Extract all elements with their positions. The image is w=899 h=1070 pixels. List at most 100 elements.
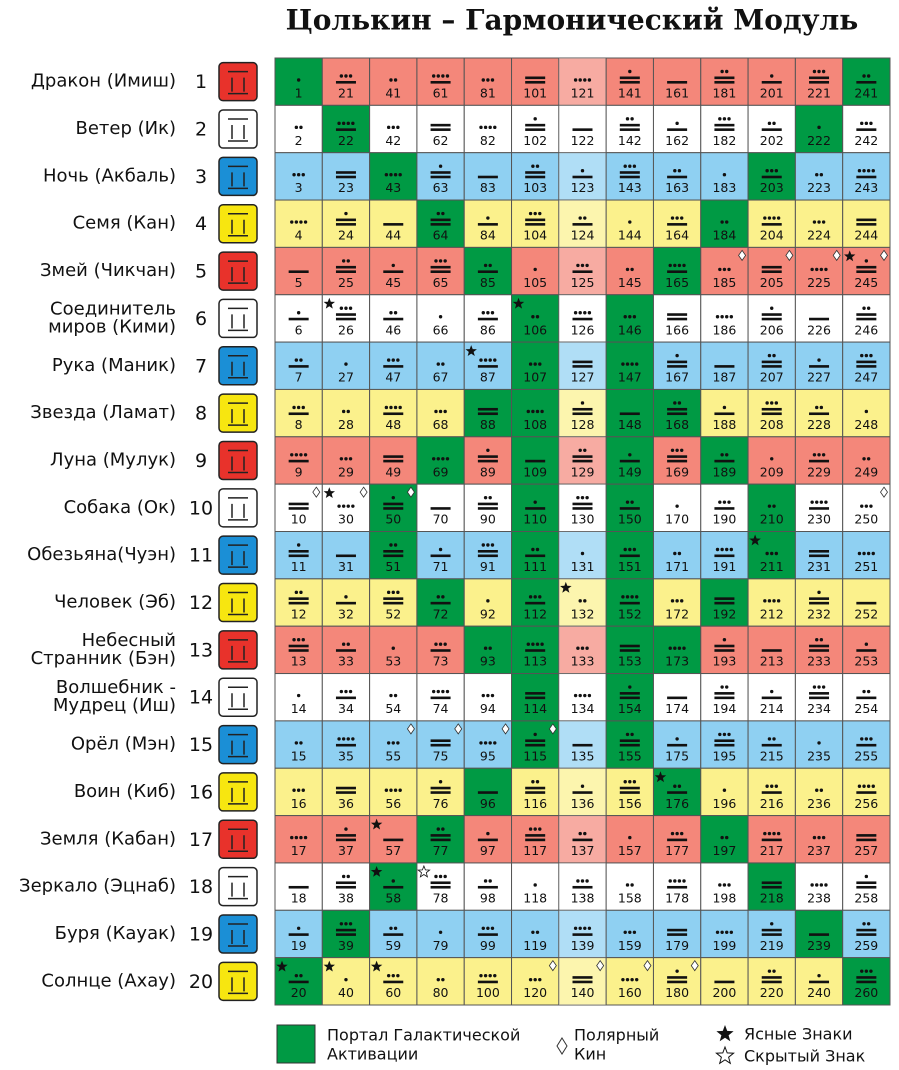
seal-name: Дракон (Имиш) bbox=[31, 71, 176, 92]
polar-kin bbox=[454, 723, 463, 735]
tone-dot bbox=[393, 543, 398, 547]
kin-number: 256 bbox=[854, 796, 878, 811]
tone-dot bbox=[680, 599, 684, 603]
kin-number: 184 bbox=[712, 228, 736, 243]
kin-number: 28 bbox=[338, 417, 354, 432]
tone-glyph bbox=[531, 315, 540, 319]
tone-bar bbox=[761, 360, 782, 364]
kin-cell bbox=[605, 246, 654, 296]
tone-dot bbox=[481, 543, 485, 547]
seal-icon-detail bbox=[228, 497, 248, 521]
tone-dot bbox=[438, 874, 443, 879]
center-column-tint bbox=[558, 58, 607, 106]
tone-dot bbox=[824, 500, 828, 504]
tone-bar bbox=[430, 601, 451, 605]
tone-glyph bbox=[481, 78, 495, 82]
kin-number: 222 bbox=[807, 133, 831, 148]
tone-dot bbox=[682, 263, 686, 268]
tone-bar bbox=[856, 265, 877, 269]
tone-bar bbox=[335, 313, 356, 316]
kin-number: 68 bbox=[433, 417, 449, 432]
tone-dot bbox=[533, 362, 537, 366]
tone-dot bbox=[772, 504, 776, 508]
tone-bar bbox=[335, 223, 356, 226]
legend-portal-swatch bbox=[276, 1024, 316, 1064]
kin-number: 103 bbox=[523, 180, 547, 195]
tone-glyph bbox=[335, 689, 356, 700]
clear-sign bbox=[749, 534, 761, 546]
tone-bar bbox=[335, 175, 356, 179]
kin-number: 37 bbox=[338, 843, 354, 858]
tone-glyph bbox=[383, 926, 404, 936]
tone-glyph bbox=[718, 883, 731, 887]
tone-bar bbox=[572, 885, 593, 889]
tone-dot bbox=[583, 78, 587, 82]
seal-number: 16 bbox=[189, 781, 213, 803]
kin-number: 39 bbox=[338, 938, 354, 953]
tone-dot bbox=[580, 169, 585, 173]
tone-dot bbox=[772, 353, 776, 358]
tone-bar bbox=[856, 313, 877, 316]
tone-bar bbox=[335, 649, 356, 652]
tone-bar bbox=[619, 554, 640, 558]
tone-bar bbox=[619, 791, 640, 794]
tone-glyph bbox=[714, 69, 735, 84]
tone-dot bbox=[725, 220, 729, 224]
tone-bar bbox=[477, 412, 498, 416]
tone-glyph bbox=[481, 693, 495, 698]
tone-bar bbox=[383, 980, 404, 984]
tone-dot bbox=[812, 453, 817, 457]
tone-dot bbox=[528, 977, 533, 982]
tone-dot bbox=[528, 362, 533, 366]
tone-glyph bbox=[619, 685, 640, 700]
kin-number: 201 bbox=[760, 86, 784, 101]
tone-glyph bbox=[288, 405, 309, 416]
seal-icon-detail bbox=[228, 355, 248, 379]
tone-dot bbox=[294, 590, 299, 595]
tone-dot bbox=[718, 117, 722, 121]
tone-dot bbox=[531, 930, 535, 934]
tone-bar bbox=[288, 412, 309, 416]
tone-glyph bbox=[761, 401, 782, 416]
tone-dot bbox=[625, 267, 630, 272]
seal-number: 1 bbox=[195, 71, 207, 93]
kin-number: 104 bbox=[523, 228, 547, 243]
kin-number: 131 bbox=[571, 559, 595, 574]
kin-number: 187 bbox=[712, 370, 736, 385]
kin-number: 79 bbox=[433, 938, 449, 953]
kin-number: 206 bbox=[760, 322, 784, 337]
tone-glyph bbox=[339, 457, 353, 461]
tone-glyph bbox=[436, 362, 445, 366]
tone-dot bbox=[443, 409, 447, 414]
tone-glyph bbox=[667, 928, 688, 936]
kin-number: 63 bbox=[433, 180, 449, 195]
tone-glyph bbox=[761, 353, 782, 368]
tone-dot bbox=[866, 169, 871, 173]
tone-dot bbox=[767, 504, 772, 508]
tone-glyph bbox=[817, 741, 821, 745]
tone-dot bbox=[871, 551, 875, 556]
tone-dot bbox=[488, 358, 492, 362]
kin-number: 6 bbox=[295, 322, 303, 337]
kin-number: 86 bbox=[480, 322, 496, 337]
kin-number: 157 bbox=[618, 843, 642, 858]
seal-icon bbox=[218, 298, 258, 339]
tone-dot bbox=[393, 693, 398, 698]
tone-dot bbox=[857, 551, 862, 556]
seal-icon-detail bbox=[228, 733, 248, 758]
tone-bar bbox=[525, 838, 546, 842]
kin-number: 230 bbox=[807, 512, 831, 527]
tone-glyph bbox=[477, 263, 498, 273]
tone-glyph bbox=[761, 737, 782, 747]
kin-cell bbox=[274, 199, 323, 248]
tone-glyph bbox=[809, 638, 830, 652]
polar-kin bbox=[548, 959, 557, 972]
tone-dot bbox=[438, 930, 443, 934]
tone-bar bbox=[383, 597, 404, 600]
tone-glyph bbox=[761, 922, 782, 936]
tone-dot bbox=[675, 353, 679, 358]
kin-number: 25 bbox=[338, 275, 354, 290]
tone-glyph bbox=[572, 976, 593, 984]
tone-glyph bbox=[383, 405, 404, 416]
tone-bar bbox=[714, 507, 735, 510]
